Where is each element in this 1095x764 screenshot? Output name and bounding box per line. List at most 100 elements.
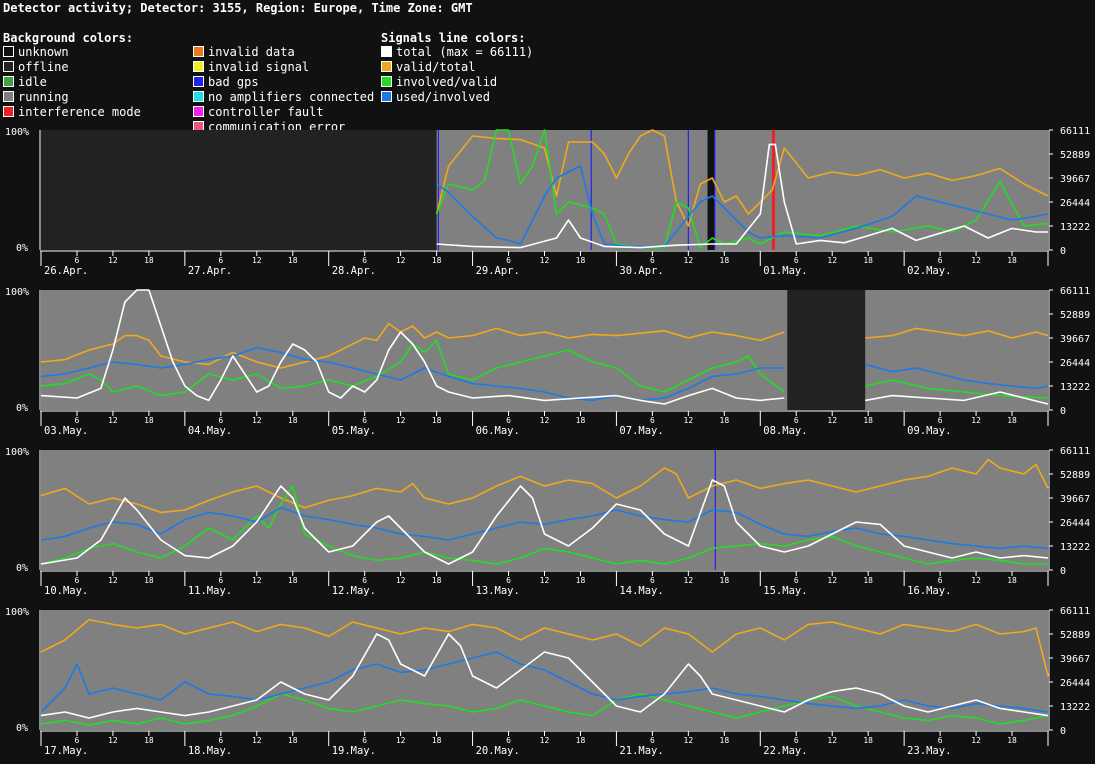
day-label: 22.May.: [763, 745, 807, 757]
hour-tick-label: 12: [971, 736, 981, 745]
involved-valid-line: [435, 129, 1049, 249]
bad-gps-swatch: [193, 76, 204, 87]
legend-label: invalid signal: [208, 60, 310, 74]
hour-tick-label: 12: [971, 256, 981, 265]
background-legend-title: Background colors:: [3, 31, 134, 45]
legend-label: interference mode: [18, 105, 141, 119]
right-tick-label: 39667: [1060, 654, 1090, 665]
hour-tick-label: 6: [75, 256, 80, 265]
day-label: 20.May.: [476, 745, 520, 757]
legend-label: offline: [18, 60, 69, 74]
hour-tick-label: 6: [506, 736, 511, 745]
right-tick-label: 0: [1060, 566, 1066, 577]
valid-total-line: [865, 327, 1049, 339]
hour-tick-label: 6: [75, 416, 80, 425]
day-label: 26.Apr.: [44, 265, 88, 277]
hour-tick-label: 6: [362, 736, 367, 745]
hour-tick-label: 18: [863, 416, 873, 425]
left-tick-100: 100%: [5, 287, 29, 298]
hour-tick-label: 6: [794, 576, 799, 585]
day-label: 02.May.: [907, 265, 951, 277]
hour-tick-label: 12: [684, 576, 694, 585]
used-involved-line: [436, 165, 1049, 248]
hour-tick-label: 6: [218, 576, 223, 585]
hour-tick-label: 12: [252, 256, 262, 265]
legend-involved-valid: involved/valid: [381, 75, 497, 90]
legend-label: valid/total: [396, 60, 476, 74]
right-tick-label: 39667: [1060, 334, 1090, 345]
background-offline: [707, 130, 715, 250]
legend-label: idle: [18, 75, 47, 89]
involved-valid-line: [865, 379, 1049, 399]
hour-tick-label: 12: [396, 416, 406, 425]
hour-tick-label: 18: [1007, 256, 1017, 265]
left-tick-0: 0%: [16, 563, 28, 574]
valid-total-line: [435, 129, 1049, 227]
total-line: [865, 391, 1049, 405]
event-bad-gps: [687, 130, 689, 250]
controller-fault-swatch: [193, 106, 204, 117]
used-involved-line: [40, 506, 1049, 550]
left-tick-0: 0%: [16, 243, 28, 254]
legend-label: unknown: [18, 45, 69, 59]
offline-swatch: [3, 61, 14, 72]
legend-running: running: [3, 90, 69, 105]
background-running: [41, 290, 1048, 410]
hour-tick-label: 18: [288, 256, 298, 265]
idle-swatch: [3, 76, 14, 87]
hour-tick-label: 18: [720, 416, 730, 425]
hour-tick-label: 18: [720, 256, 730, 265]
legend-label: used/involved: [396, 90, 490, 104]
right-tick-label: 13222: [1060, 382, 1090, 393]
right-tick-label: 26444: [1060, 358, 1090, 369]
hour-tick-label: 18: [288, 736, 298, 745]
hour-tick-label: 12: [540, 416, 550, 425]
involved-valid-swatch: [381, 76, 392, 87]
day-label: 18.May.: [188, 745, 232, 757]
day-label: 14.May.: [619, 585, 663, 597]
hour-tick-label: 18: [144, 416, 154, 425]
hour-tick-label: 12: [108, 576, 118, 585]
hour-tick-label: 12: [540, 736, 550, 745]
left-tick-0: 0%: [16, 403, 28, 414]
hour-tick-label: 12: [252, 416, 262, 425]
legend-bad-gps: bad gps: [193, 75, 259, 90]
hour-tick-label: 18: [720, 576, 730, 585]
hour-tick-label: 18: [863, 256, 873, 265]
hour-tick-label: 18: [1007, 576, 1017, 585]
legend-total: total (max = 66111): [381, 45, 533, 60]
hour-tick-label: 6: [218, 256, 223, 265]
hour-tick-label: 6: [218, 416, 223, 425]
invalid-data-swatch: [193, 46, 204, 57]
legend-label: no amplifiers connected: [208, 90, 375, 104]
invalid-signal-swatch: [193, 61, 204, 72]
legend-offline: offline: [3, 60, 69, 75]
hour-tick-label: 18: [1007, 736, 1017, 745]
day-label: 29.Apr.: [476, 265, 520, 277]
day-label: 23.May.: [907, 745, 951, 757]
hour-tick-label: 18: [144, 736, 154, 745]
hour-tick-label: 18: [576, 256, 586, 265]
hour-tick-label: 18: [576, 576, 586, 585]
legend-label: total (max = 66111): [396, 45, 534, 59]
right-tick-label: 39667: [1060, 174, 1090, 185]
running-swatch: [3, 91, 14, 102]
total-swatch: [381, 46, 392, 57]
involved-valid-line: [40, 693, 1049, 726]
hour-tick-label: 6: [506, 256, 511, 265]
legend-invalid-signal: invalid signal: [193, 60, 309, 75]
legend-label: controller fault: [208, 105, 324, 119]
used-involved-line: [40, 346, 785, 402]
unknown-swatch: [3, 46, 14, 57]
legend-interference-mode: interference mode: [3, 105, 141, 120]
right-tick-label: 26444: [1060, 198, 1090, 209]
hour-tick-label: 6: [75, 576, 80, 585]
hour-tick-label: 6: [938, 416, 943, 425]
left-tick-100: 100%: [5, 127, 29, 138]
right-tick-label: 66111: [1060, 286, 1090, 297]
event-bad-gps: [590, 130, 592, 250]
legend-label: running: [18, 90, 69, 104]
day-label: 30.Apr.: [619, 265, 663, 277]
right-tick-label: 26444: [1060, 678, 1090, 689]
